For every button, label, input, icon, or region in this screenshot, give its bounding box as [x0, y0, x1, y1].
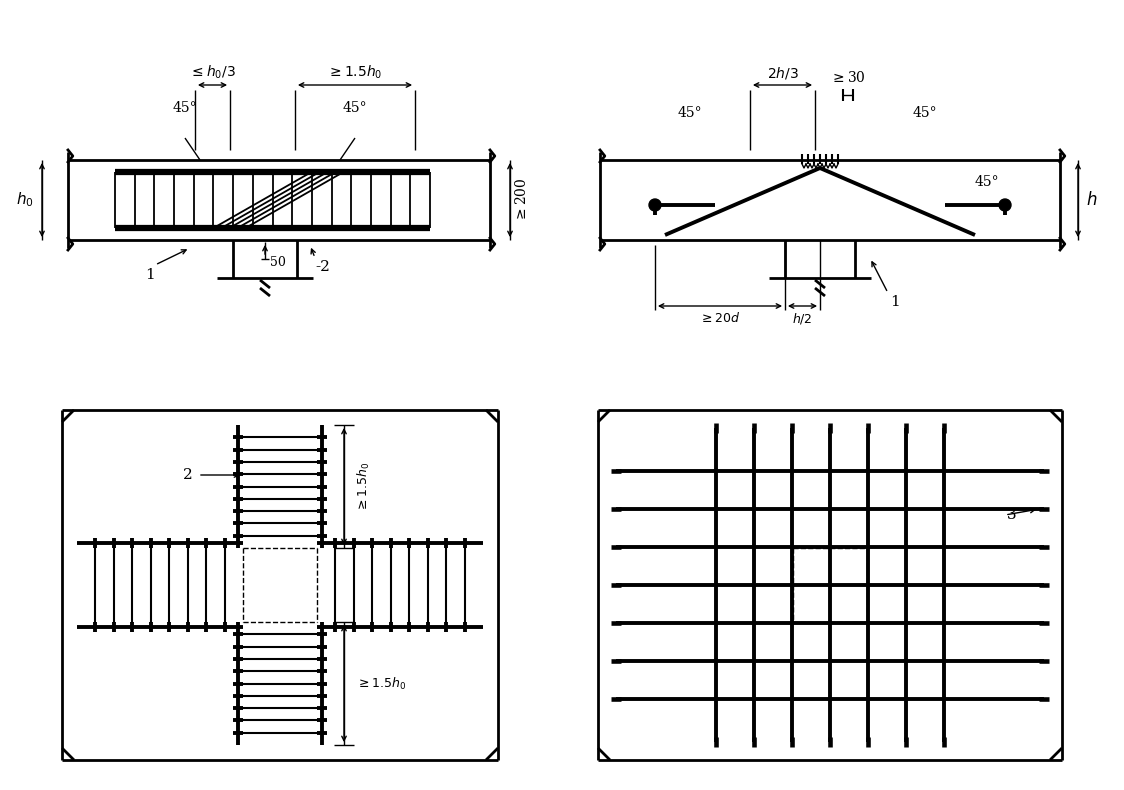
- Text: $h/2$: $h/2$: [792, 311, 813, 326]
- Text: $\geq$30: $\geq$30: [831, 70, 865, 85]
- Text: $\geq 1.5h_0$: $\geq 1.5h_0$: [356, 461, 372, 512]
- Text: $\geq$200: $\geq$200: [514, 178, 529, 222]
- Text: $2h/3$: $2h/3$: [767, 65, 798, 81]
- Text: $\geq 1.5h_0$: $\geq 1.5h_0$: [356, 675, 406, 691]
- Text: -2: -2: [315, 260, 329, 274]
- Text: $\leq h_0/3$: $\leq h_0/3$: [189, 64, 236, 81]
- Text: $h_0$: $h_0$: [16, 190, 34, 209]
- Text: 45°: 45°: [913, 106, 937, 120]
- Text: $\geq 20d$: $\geq 20d$: [699, 311, 741, 325]
- Text: 1: 1: [145, 268, 155, 282]
- Text: 3: 3: [1007, 508, 1016, 522]
- Text: $h$: $h$: [1086, 191, 1097, 209]
- Circle shape: [999, 199, 1010, 211]
- Text: 50: 50: [270, 257, 285, 269]
- Text: 45°: 45°: [173, 101, 198, 115]
- Text: $\geq 1.5h_0$: $\geq 1.5h_0$: [327, 64, 382, 81]
- Circle shape: [649, 199, 661, 211]
- Text: 2: 2: [183, 468, 193, 482]
- Text: 1: 1: [890, 295, 899, 309]
- Text: 45°: 45°: [975, 175, 999, 189]
- Text: 45°: 45°: [343, 101, 368, 115]
- Text: 45°: 45°: [678, 106, 702, 120]
